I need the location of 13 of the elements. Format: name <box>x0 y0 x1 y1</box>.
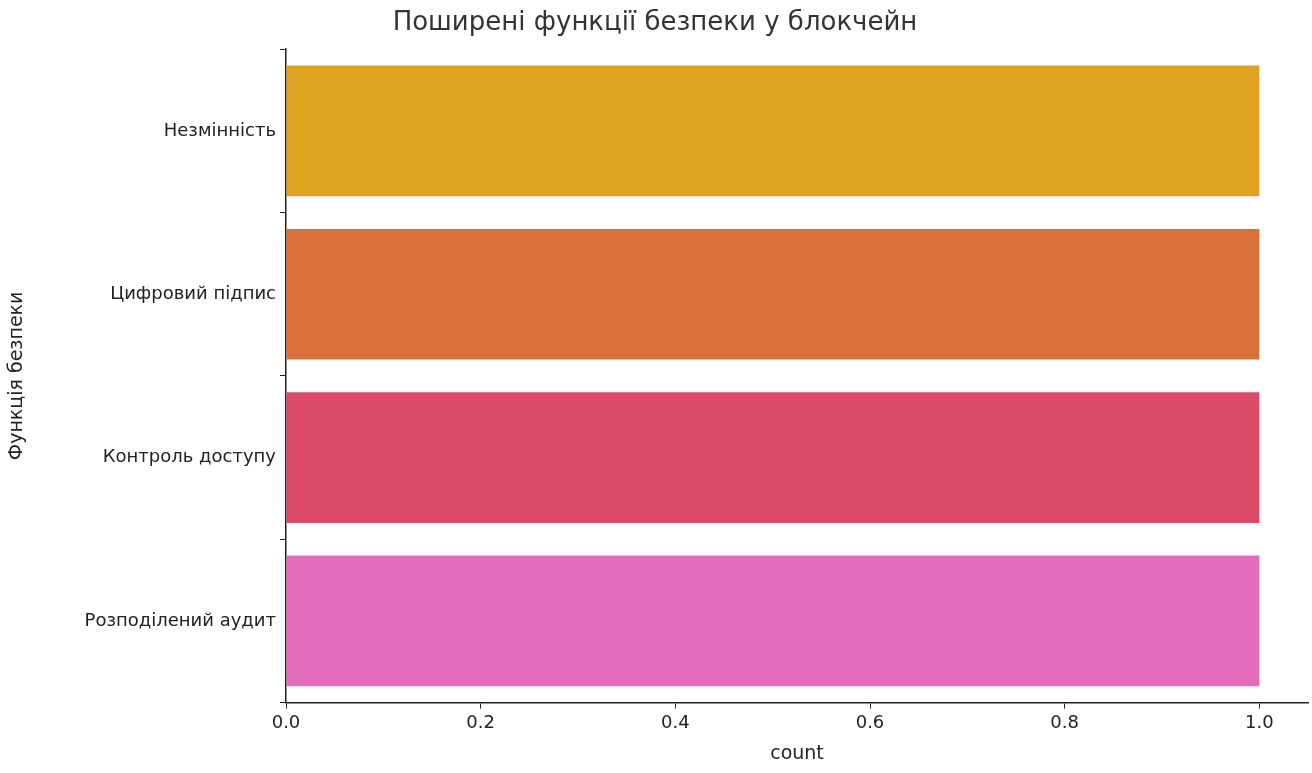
y-tick-label: Незмінність <box>163 118 276 140</box>
x-tick-label: 0.8 <box>1050 711 1079 733</box>
y-tick-label: Контроль доступу <box>102 445 277 467</box>
chart-title: Поширені функції безпеки у блокчейн <box>392 6 918 37</box>
y-axis-title: Функція безпеки <box>4 291 27 461</box>
x-tick-label: 0.6 <box>855 711 885 733</box>
x-tick-label: 0.4 <box>661 711 690 733</box>
x-tick-label: 0.2 <box>466 711 495 733</box>
y-tick-label: Розподілений аудит <box>84 608 276 630</box>
x-tick-label: 0.0 <box>271 711 301 733</box>
y-tick-label: Цифровий підпис <box>110 281 276 303</box>
x-tick-label: 1.0 <box>1245 711 1274 733</box>
x-axis-title: count <box>770 740 824 763</box>
